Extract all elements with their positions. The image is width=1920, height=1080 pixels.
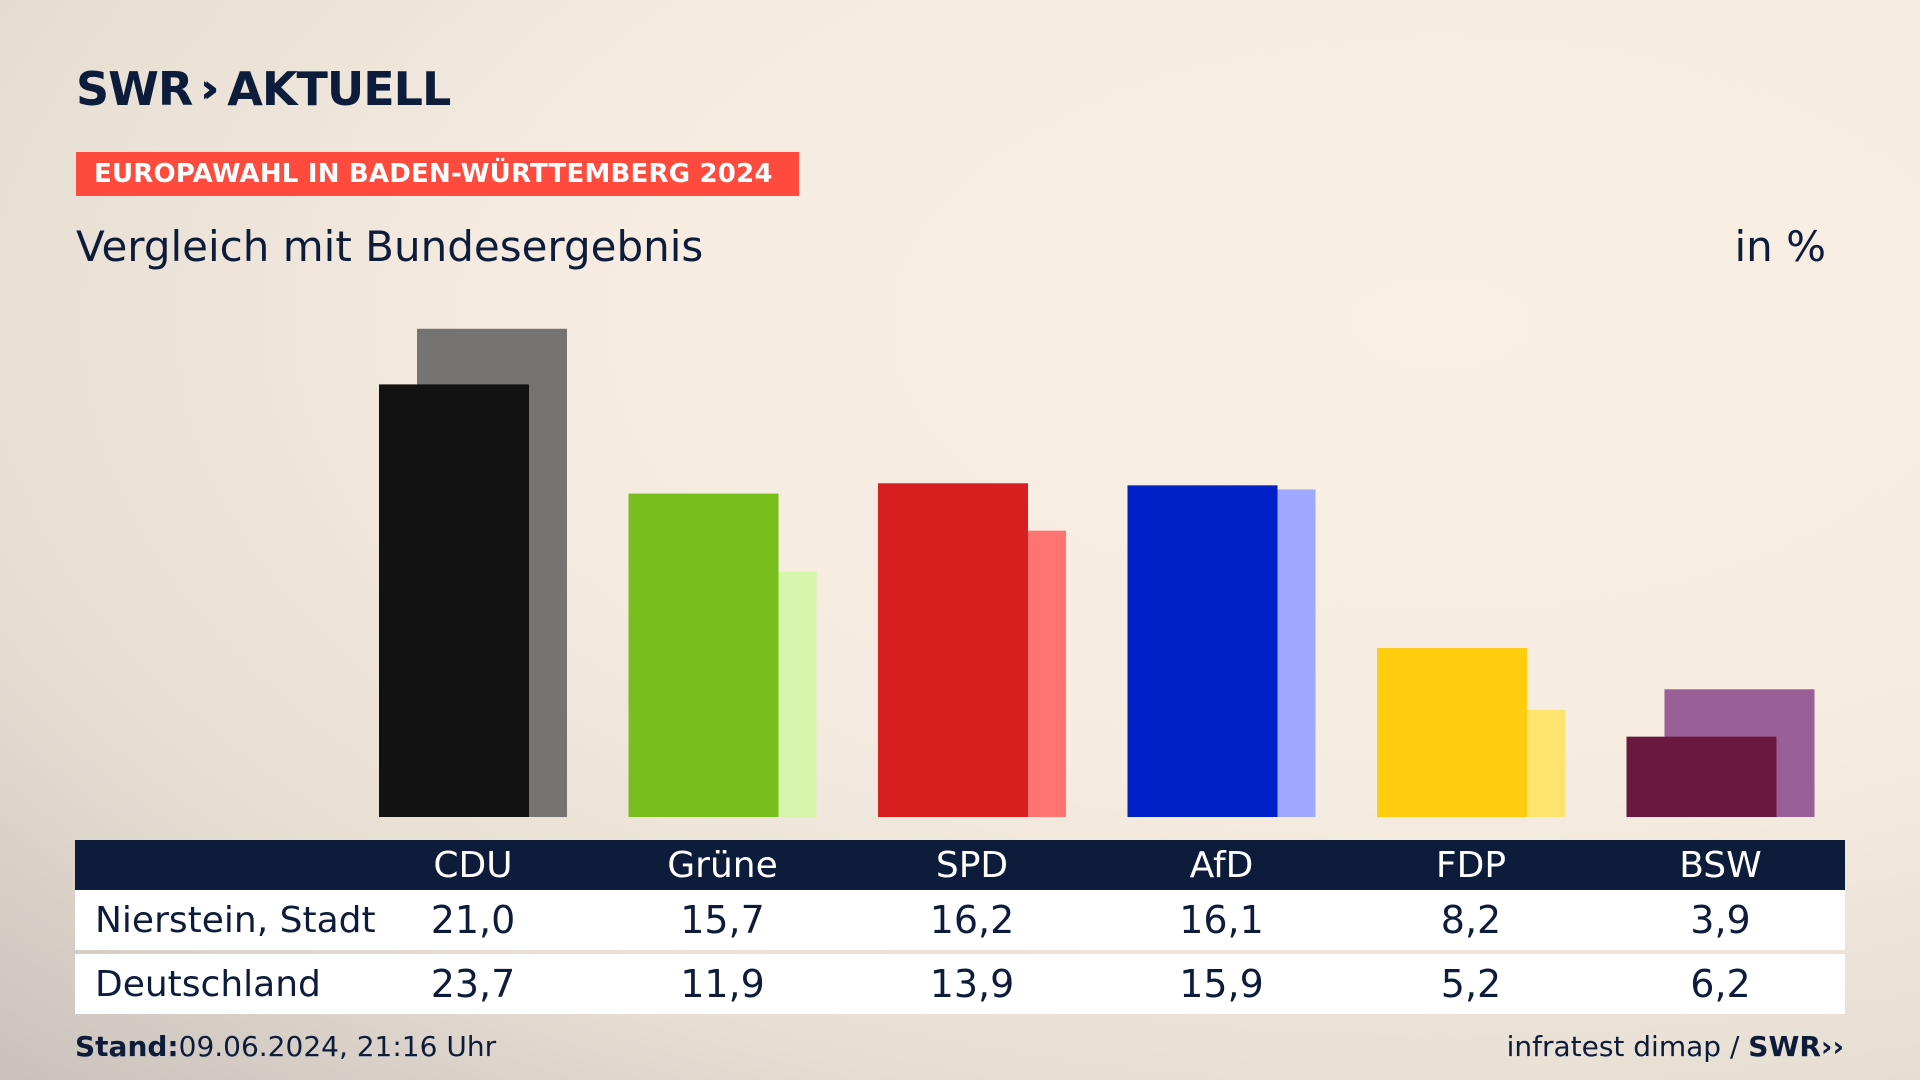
- unit-label: in %: [1734, 222, 1826, 271]
- header-bsw: BSW: [1679, 844, 1762, 886]
- source-text: infratest dimap /: [1506, 1030, 1740, 1063]
- bar-nierstein-cdu: [379, 384, 529, 817]
- bar-chart: [379, 328, 1815, 817]
- bar-nierstein-fdp: [1377, 648, 1527, 817]
- chart-subtitle: Vergleich mit Bundesergebnis: [76, 222, 704, 271]
- table-row-nierstein: Nierstein, Stadt 21,0 15,7 16,2 16,1 8,2 3,9: [75, 890, 1845, 950]
- cell-spd: 16,2: [929, 898, 1015, 942]
- bar-nierstein-afd: [1127, 485, 1278, 817]
- cell-bsw: 3,9: [1690, 898, 1751, 942]
- election-banner: EUROPAWAHL IN BADEN-WÜRTTEMBERG 2024: [76, 152, 799, 196]
- header-fdp: FDP: [1435, 844, 1507, 886]
- header-spd: SPD: [935, 844, 1009, 886]
- source-chevron-icon: ››: [1820, 1030, 1844, 1063]
- header-cdu: CDU: [433, 844, 513, 886]
- cell-grüne: 11,9: [680, 962, 765, 1006]
- source-brand: SWR: [1748, 1030, 1821, 1063]
- cell-bsw: 6,2: [1690, 962, 1751, 1006]
- table-header: CDU Grüne SPD AfD FDP BSW: [75, 840, 1845, 890]
- header-afd: AfD: [1189, 844, 1254, 886]
- cell-afd: 16,1: [1179, 898, 1264, 942]
- cell-spd: 13,9: [929, 962, 1015, 1006]
- logo-swr: SWR: [76, 62, 193, 116]
- cell-afd: 15,9: [1179, 962, 1264, 1006]
- header-grüne: Grüne: [667, 844, 778, 886]
- cell-grüne: 15,7: [680, 898, 765, 942]
- footer-stand: Stand:09.06.2024, 21:16 Uhr: [75, 1030, 496, 1063]
- stand-value: 09.06.2024, 21:16 Uhr: [178, 1030, 497, 1063]
- results-table: CDU Grüne SPD AfD FDP BSW Nierstein, Stadt 21…: [75, 840, 1845, 1014]
- stand-label: Stand:: [75, 1030, 179, 1063]
- row-label: Nierstein, Stadt: [95, 899, 376, 941]
- footer-source: infratest dimap / SWR››: [1507, 1030, 1844, 1063]
- table-row-deutschland: Deutschland 23,7 11,9 13,9 15,9 5,2 6,2: [75, 954, 1845, 1014]
- bar-nierstein-bsw: [1626, 736, 1777, 817]
- swr-aktuell-logo: SWR ›› AKTUELL: [76, 62, 451, 116]
- cell-fdp: 8,2: [1440, 898, 1502, 942]
- row-label: Deutschland: [95, 963, 321, 1005]
- cell-fdp: 5,2: [1440, 962, 1502, 1006]
- bar-nierstein-spd: [878, 483, 1028, 817]
- cell-cdu: 21,0: [430, 898, 516, 942]
- cell-cdu: 23,7: [430, 962, 516, 1006]
- bar-nierstein-grüne: [628, 493, 779, 817]
- logo-aktuell: AKTUELL: [227, 62, 451, 116]
